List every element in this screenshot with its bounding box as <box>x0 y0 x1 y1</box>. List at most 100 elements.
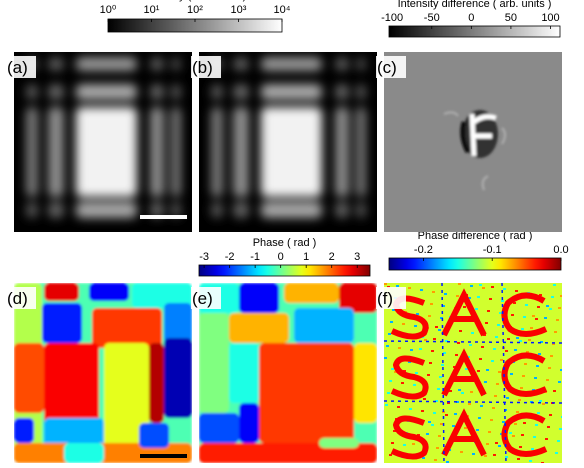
panel-image <box>199 52 377 232</box>
noise <box>433 338 436 340</box>
noise <box>558 307 561 309</box>
block <box>14 418 34 443</box>
blob <box>356 107 366 197</box>
noise <box>485 322 488 324</box>
block <box>164 338 192 418</box>
blob <box>26 107 38 197</box>
blob <box>335 202 349 218</box>
blob <box>262 107 322 197</box>
noise <box>434 459 437 461</box>
tick-label: 10¹ <box>144 4 160 16</box>
noise <box>553 390 556 392</box>
blob <box>233 202 249 218</box>
noise <box>458 283 461 285</box>
noise <box>387 392 390 394</box>
noise <box>470 285 473 287</box>
noise <box>464 427 467 429</box>
noise <box>514 423 517 425</box>
noise <box>389 380 392 382</box>
tick-label: 100 <box>541 12 559 24</box>
blob <box>171 107 181 197</box>
noise <box>458 389 461 391</box>
noise <box>386 345 389 347</box>
block <box>229 313 289 343</box>
noise <box>493 454 496 456</box>
noise <box>546 305 549 307</box>
blob <box>77 57 137 71</box>
noise <box>477 296 480 298</box>
colorbar-title: Intensity ( arb. units ) <box>144 0 247 2</box>
block <box>284 283 339 303</box>
noise <box>438 435 441 437</box>
tick-label: -3 <box>199 251 209 263</box>
tick-label: 10² <box>187 4 203 16</box>
block <box>229 343 259 403</box>
noise <box>428 315 431 317</box>
noise <box>402 323 405 325</box>
noise <box>440 423 443 425</box>
noise <box>431 424 434 426</box>
noise <box>542 403 545 405</box>
noise <box>531 448 534 450</box>
noise <box>539 400 542 402</box>
block <box>259 343 354 443</box>
noise <box>529 460 532 462</box>
noise <box>556 319 559 321</box>
tick-label: 10⁴ <box>274 4 291 16</box>
noise <box>537 412 540 414</box>
blob <box>211 107 223 197</box>
noise <box>497 324 500 326</box>
panel-label: (f) <box>377 289 393 308</box>
noise <box>557 440 560 442</box>
noise <box>481 346 484 348</box>
noise <box>421 410 424 412</box>
noise <box>420 289 423 291</box>
blob <box>26 84 38 100</box>
noise <box>389 454 392 456</box>
noise <box>522 375 525 377</box>
noise <box>491 286 494 288</box>
noise <box>514 349 517 351</box>
colorbar <box>389 258 561 270</box>
noise <box>535 318 538 320</box>
scale-bar <box>140 215 187 219</box>
colorbar <box>389 26 560 37</box>
noise <box>505 350 508 352</box>
noise <box>456 295 459 297</box>
blob <box>48 202 64 218</box>
tick-label: 2 <box>329 251 335 263</box>
tick-label: -50 <box>424 12 440 24</box>
noise <box>512 435 515 437</box>
blob <box>77 84 137 100</box>
noise <box>560 295 563 297</box>
noise <box>519 446 522 448</box>
noise <box>455 354 458 356</box>
noise <box>490 419 493 421</box>
noise <box>428 421 431 423</box>
noise <box>419 348 422 350</box>
noise <box>554 331 557 333</box>
noise <box>550 355 553 357</box>
blob <box>77 107 137 197</box>
noise <box>533 436 536 438</box>
noise <box>484 455 487 457</box>
noise <box>390 321 393 323</box>
noise <box>510 373 513 375</box>
noise <box>523 422 526 424</box>
panel-label: (c) <box>377 58 397 77</box>
block <box>92 308 162 348</box>
blob <box>48 107 64 197</box>
block <box>89 283 129 301</box>
noise <box>432 291 435 293</box>
blob <box>262 84 322 100</box>
noise <box>535 424 538 426</box>
blob <box>26 202 38 218</box>
panel-image <box>199 283 377 463</box>
noise <box>503 288 506 290</box>
noise <box>521 328 524 330</box>
noise <box>486 369 489 371</box>
noise <box>391 442 394 444</box>
blob <box>150 107 164 197</box>
panel-label: (e) <box>192 289 213 308</box>
tick-label: 1 <box>303 251 309 263</box>
